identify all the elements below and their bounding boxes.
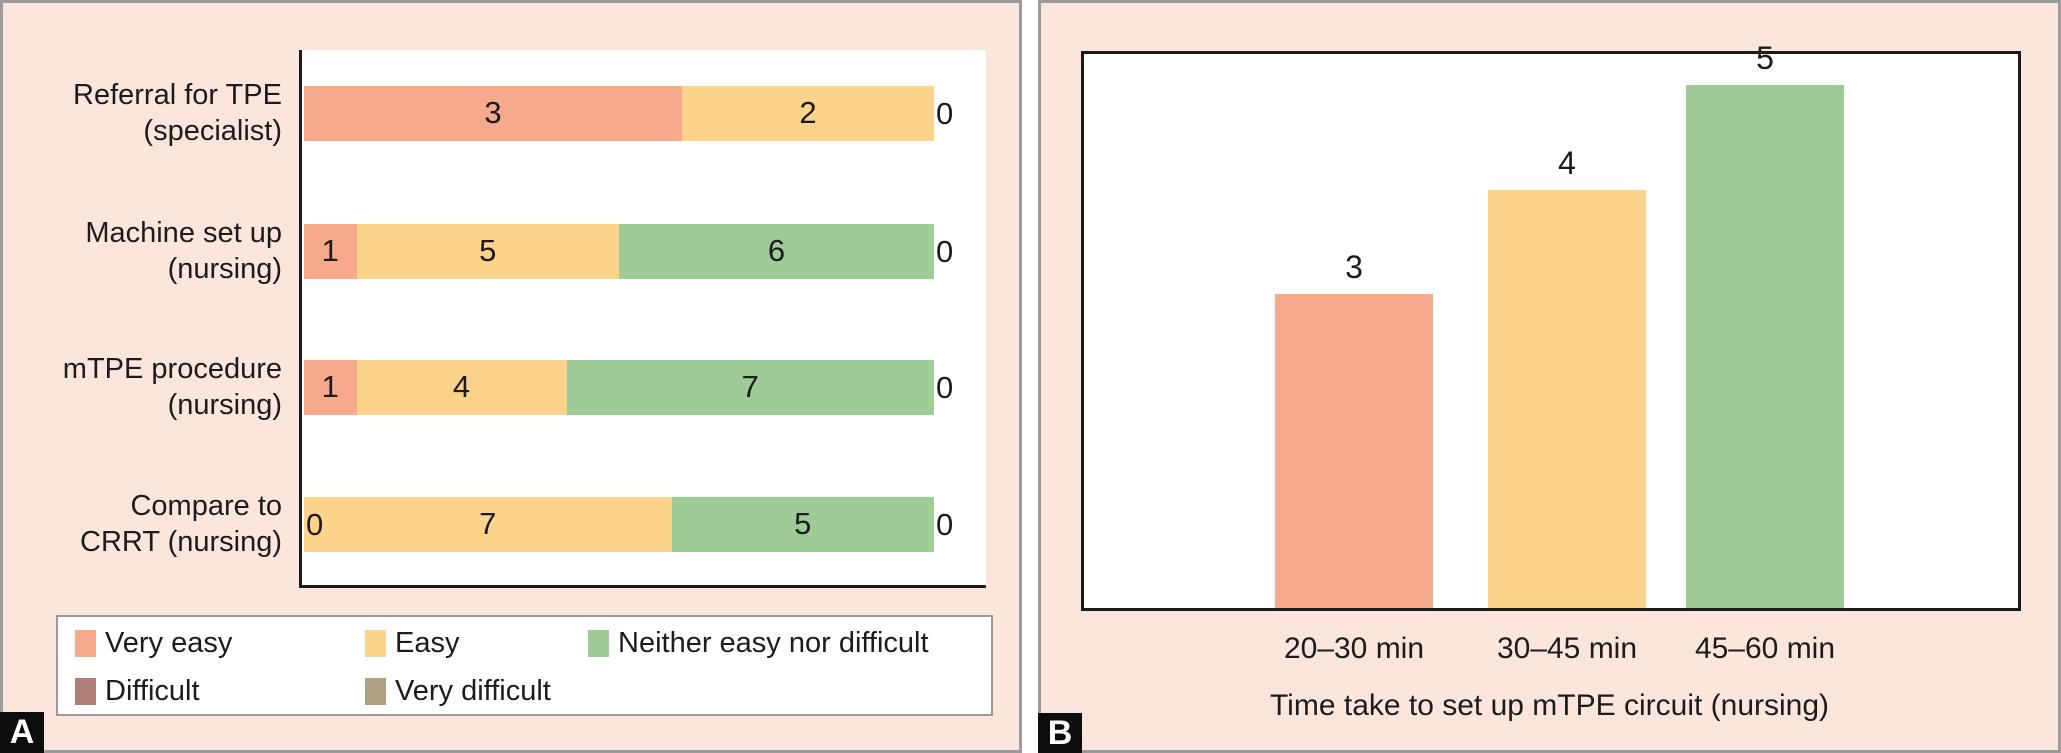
legend-item: Very difficult (365, 674, 551, 707)
category-label-line: Machine set up (85, 217, 282, 249)
bar-segment: 6 (619, 223, 934, 279)
segment-zero-label: 0 (936, 506, 954, 542)
legend-item-label: Easy (395, 626, 460, 659)
bar-segment: 4 (356, 359, 567, 415)
category-label: mTPE procedure (nursing) (63, 351, 282, 423)
panel-b-badge: B (1038, 713, 1082, 753)
legend-color-swatch (365, 677, 386, 705)
x-tick-label: 20–30 min (1283, 632, 1425, 665)
panel-b-plot-area: 3 4 5 (1081, 40, 2021, 611)
bar-segment: 7 (304, 496, 672, 552)
panel-b-axis-title: Time take to set up mTPE circuit (nursin… (1269, 689, 1830, 722)
bar-segment: 5 (671, 496, 934, 552)
legend-color-swatch (365, 629, 386, 657)
category-label-line: (specialist) (143, 115, 282, 147)
segment-zero-label: 0 (306, 506, 324, 542)
segment-value-label: 7 (479, 506, 497, 541)
legend-item: Very easy (75, 626, 233, 659)
bar-segment: 2 (682, 85, 934, 141)
bar-segment: 3 (304, 85, 682, 141)
legend-item-label: Very difficult (395, 674, 551, 707)
segment-value-label: 4 (452, 369, 471, 404)
legend-item: Difficult (75, 674, 200, 707)
bar-segment: 1 (304, 223, 357, 279)
category-label-line: CRRT (nursing) (80, 526, 282, 558)
stacked-bar: 3 2 0 (304, 85, 953, 141)
segment-value-label: 5 (794, 506, 812, 541)
bar (1275, 294, 1433, 608)
legend-color-swatch (588, 629, 609, 657)
category-label: Machine set up (nursing) (85, 215, 282, 287)
segment-value-label: 6 (767, 233, 786, 268)
category-label: Referral for TPE (specialist) (73, 77, 282, 149)
legend-color-swatch (75, 629, 96, 657)
x-tick-label: 45–60 min (1694, 632, 1836, 665)
legend-color-swatch (75, 677, 96, 705)
x-tick-label: 30–45 min (1496, 632, 1638, 665)
bar-segment: 5 (356, 223, 619, 279)
category-label-line: mTPE procedure (62, 353, 282, 385)
panel-b: 3 4 5 20–30 min 30–45 min 45–60 min Time tak… (1038, 0, 2061, 753)
legend-item-label: Difficult (105, 674, 200, 707)
segment-value-label: 7 (741, 369, 759, 404)
bar-segment: 7 (566, 359, 934, 415)
category-label-line: (nursing) (167, 253, 282, 285)
legend-item-label: Very easy (105, 626, 233, 659)
segment-value-label: 1 (321, 369, 339, 404)
segment-zero-label: 0 (936, 233, 954, 269)
stacked-bar: 7 5 0 0 (304, 496, 953, 552)
bar-value-label: 5 (1756, 40, 1774, 77)
bar-value-label: 4 (1558, 144, 1576, 181)
segment-zero-label: 0 (936, 95, 954, 131)
category-label-line: Compare to (130, 490, 282, 522)
segment-zero-label: 0 (936, 369, 954, 405)
segment-value-label: 1 (321, 233, 339, 268)
panel-a-badge: A (0, 712, 44, 753)
bar-value-label: 3 (1345, 249, 1363, 286)
bar (1686, 85, 1844, 608)
bar-segment: 1 (304, 359, 357, 415)
segment-value-label: 2 (799, 95, 817, 130)
legend-item: Neither easy nor difficult (588, 626, 929, 659)
legend-item-label: Neither easy nor difficult (618, 626, 929, 659)
bar (1488, 189, 1646, 608)
segment-value-label: 3 (484, 95, 502, 130)
legend: Very easy Easy Neither easy nor difficult D… (56, 615, 993, 716)
legend-item: Easy (365, 626, 460, 659)
category-label-line: (nursing) (167, 389, 282, 421)
segment-value-label: 5 (479, 233, 497, 268)
category-label-line: Referral for TPE (73, 79, 282, 111)
category-label: Compare to CRRT (nursing) (80, 488, 282, 560)
panel-a: Referral for TPE (specialist) Machine set … (0, 0, 1022, 753)
